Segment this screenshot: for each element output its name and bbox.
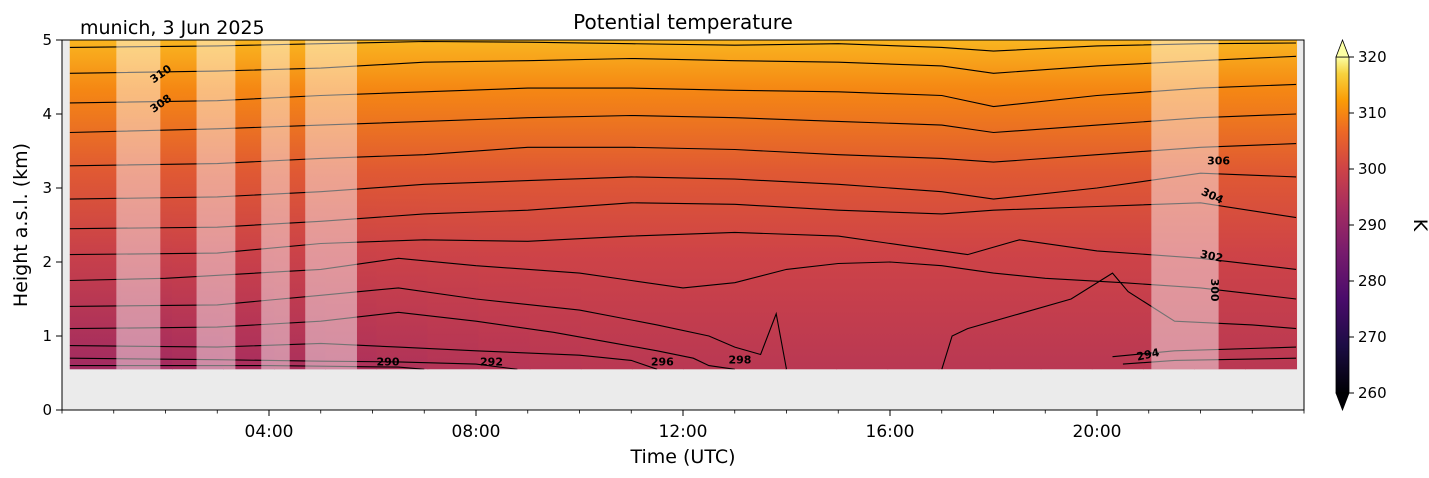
contour-294 [69,342,658,370]
temperature-field [69,40,1298,370]
colorbar: 260 270 280 290 300 310 320 K [1335,38,1429,412]
masked-period [196,40,236,370]
contour-314 [69,55,1297,74]
contour-290 [69,365,425,370]
x-axis-ticks: 04:00 08:00 12:00 16:00 20:00 [61,410,1305,442]
contour-306 [69,172,1297,200]
masked-periods [116,40,1219,370]
colorbar-extend-min [1335,392,1350,412]
colorbar-tick-label: 310 [1358,104,1387,122]
contour-304 [69,202,1297,230]
y-tick-label: 5 [42,31,52,49]
chart-title: Potential temperature [573,10,793,34]
field-column [1040,40,1093,370]
field-column [427,40,480,370]
field-column [631,40,684,370]
contour-label: 296 [651,356,674,369]
field-column [171,40,224,370]
contour-label: 298 [728,353,751,366]
location-date-label: munich, 3 Jun 2025 [80,17,265,39]
contour-292 [69,357,518,370]
colorbar-tick-label: 270 [1358,328,1387,346]
masked-period [261,40,290,370]
field-column [1194,40,1246,370]
contour-label: 294 [1135,346,1161,364]
contour-label: 292 [480,356,503,369]
colorbar-tick-label: 280 [1358,272,1387,290]
x-tick-label: 04:00 [245,422,294,442]
y-tick-label: 1 [42,327,52,345]
field-column [223,40,275,370]
colorbar-tick-label: 300 [1358,160,1387,178]
field-column [478,40,531,370]
masked-period [305,40,357,370]
field-column [785,40,838,370]
masked-period [116,40,161,370]
contour-298 [69,287,788,370]
contour-lines [69,40,1297,370]
contour-308 [69,143,1297,167]
colorbar-label: K [1409,219,1429,232]
x-tick-label: 20:00 [1073,422,1122,442]
contour-298 [941,272,1297,370]
contour-label: 300 [1208,279,1221,302]
field-column [836,40,889,370]
colorbar-ticks: 260 270 280 290 300 310 320 [1349,48,1387,402]
colorbar-tick-label: 290 [1358,216,1387,234]
contour-316 [69,40,1297,52]
x-tick-label: 16:00 [866,422,915,442]
y-tick-label: 0 [42,401,52,419]
field-column [376,40,429,370]
x-tick-label: 12:00 [659,422,708,442]
contour-label: 302 [1199,248,1224,265]
contour-label: 306 [1207,154,1230,167]
y-tick-label: 2 [42,253,52,271]
y-tick-label: 4 [42,105,52,123]
y-axis-ticks: 0 1 2 3 4 5 [42,31,62,419]
x-axis-label: Time (UTC) [629,446,735,468]
field-column [69,40,122,370]
colorbar-tick-label: 260 [1358,384,1387,402]
colorbar-body [1335,56,1350,394]
contour-310 [69,113,1297,134]
y-axis-label: Height a.s.l. (km) [10,143,32,307]
field-column [938,40,991,370]
contour-296 [1112,346,1297,358]
x-tick-label: 08:00 [452,422,501,442]
contour-312 [69,83,1297,108]
contour-label: 290 [377,356,400,369]
field-column [120,40,173,370]
y-tick-label: 3 [42,179,52,197]
field-column [887,40,940,370]
contour-296 [69,311,735,370]
masked-period [1151,40,1219,370]
colorbar-extend-max [1335,38,1350,58]
colorbar-tick-label: 320 [1358,48,1387,66]
contour-302 [69,231,1297,270]
contour-300 [69,257,1297,300]
contour-294 [1122,357,1297,365]
field-column [274,40,327,370]
field-column [529,40,582,370]
field-column [1245,40,1298,370]
